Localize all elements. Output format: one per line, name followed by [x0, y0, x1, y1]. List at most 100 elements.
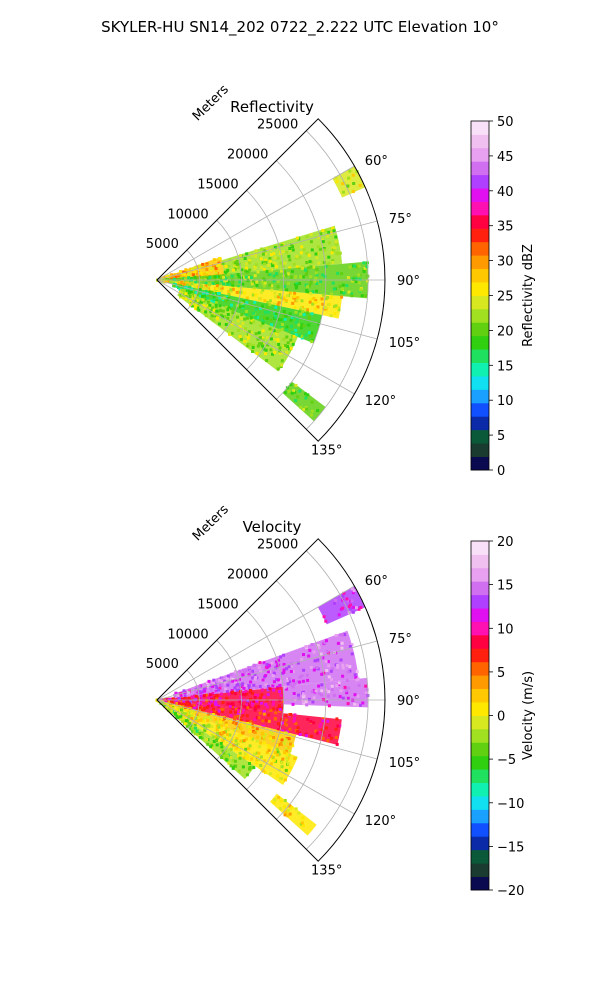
- data-speckle: [214, 303, 218, 307]
- data-speckle: [336, 641, 340, 645]
- data-speckle: [294, 274, 298, 278]
- data-speckle: [309, 666, 313, 669]
- data-speckle: [189, 276, 193, 280]
- data-speckle: [188, 707, 192, 710]
- data-speckle: [305, 311, 309, 315]
- data-speckle: [271, 739, 275, 743]
- data-speckle: [178, 696, 182, 700]
- data-speckle: [247, 673, 251, 677]
- data-speckle: [323, 641, 327, 645]
- data-speckle: [222, 731, 226, 734]
- data-speckle: [181, 719, 185, 723]
- data-speckle: [234, 670, 237, 674]
- data-speckle: [183, 697, 187, 700]
- data-speckle: [260, 247, 264, 251]
- data-speckle: [231, 765, 235, 769]
- data-speckle: [228, 733, 232, 737]
- data-speckle: [235, 262, 239, 266]
- data-speckle: [346, 702, 350, 706]
- data-speckle: [253, 274, 257, 278]
- data-speckle: [241, 321, 245, 325]
- data-speckle: [334, 633, 338, 637]
- data-speckle: [251, 676, 255, 680]
- data-speckle: [202, 706, 206, 710]
- data-speckle: [231, 706, 235, 710]
- data-speckle: [288, 312, 292, 316]
- data-speckle: [259, 755, 263, 759]
- data-speckle: [295, 284, 299, 288]
- data-speckle: [231, 759, 235, 762]
- data-speckle: [221, 701, 225, 704]
- data-speckle: [201, 294, 204, 298]
- data-speckle: [210, 290, 214, 294]
- data-speckle: [348, 665, 352, 668]
- data-speckle: [195, 685, 199, 689]
- data-speckle: [183, 694, 187, 698]
- data-speckle: [282, 310, 286, 313]
- data-speckle: [221, 735, 225, 739]
- data-speckle: [269, 253, 273, 257]
- data-speckle: [286, 809, 290, 812]
- data-speckle: [250, 304, 254, 308]
- data-speckle: [266, 336, 270, 340]
- data-speckle: [237, 748, 241, 752]
- data-speckle: [253, 695, 257, 699]
- data-speckle: [344, 689, 348, 693]
- data-speckle: [291, 245, 294, 249]
- data-speckle: [295, 282, 299, 286]
- data-speckle: [224, 299, 228, 303]
- data-speckle: [278, 318, 282, 322]
- data-speckle: [289, 742, 292, 746]
- data-speckle: [332, 249, 336, 253]
- data-speckle: [263, 759, 267, 763]
- data-speckle: [228, 705, 232, 709]
- data-speckle: [255, 739, 259, 743]
- data-speckle: [202, 687, 206, 691]
- data-speckle: [228, 332, 232, 336]
- reflectivity-colorbar-ticks: 0 5 10 15 20 25 30 35 40 45 50: [497, 115, 514, 479]
- data-speckle: [279, 807, 283, 811]
- data-speckle: [234, 681, 238, 685]
- data-speckle: [198, 706, 202, 710]
- data-speckle: [195, 296, 199, 300]
- data-speckle: [308, 284, 312, 288]
- data-speckle: [280, 721, 284, 725]
- data-speckle: [352, 264, 356, 268]
- data-speckle: [285, 756, 289, 760]
- data-speckle: [249, 720, 253, 724]
- data-speckle: [248, 722, 252, 726]
- data-speckle: [325, 263, 329, 267]
- data-speckle: [263, 733, 267, 736]
- data-speckle: [280, 323, 284, 326]
- data-speckle: [189, 303, 193, 307]
- data-speckle: [292, 692, 296, 695]
- data-speckle: [341, 182, 345, 186]
- data-speckle: [179, 715, 183, 719]
- colorbar-segment: [471, 282, 489, 296]
- data-speckle: [188, 713, 192, 717]
- data-speckle: [331, 260, 335, 264]
- data-speckle: [197, 301, 201, 305]
- colorbar-tick-label: 10: [497, 622, 514, 637]
- data-speckle: [253, 266, 257, 270]
- data-speckle: [345, 679, 349, 682]
- data-speckle: [329, 314, 333, 318]
- data-speckle: [251, 725, 255, 729]
- data-speckle: [237, 275, 241, 279]
- data-speckle: [258, 307, 262, 310]
- data-speckle: [247, 330, 251, 334]
- data-speckle: [284, 718, 288, 722]
- data-speckle: [342, 291, 346, 295]
- data-speckle: [298, 733, 302, 736]
- data-speckle: [175, 702, 179, 705]
- data-speckle: [195, 298, 199, 302]
- data-speckle: [262, 695, 266, 699]
- data-speckle: [248, 342, 252, 346]
- data-speckle: [178, 705, 182, 708]
- data-region: [332, 166, 366, 198]
- data-speckle: [246, 344, 250, 348]
- colorbar-segment: [471, 581, 489, 596]
- range-tick-label: 20000: [227, 148, 268, 163]
- data-speckle: [276, 303, 280, 307]
- data-speckle: [259, 324, 263, 328]
